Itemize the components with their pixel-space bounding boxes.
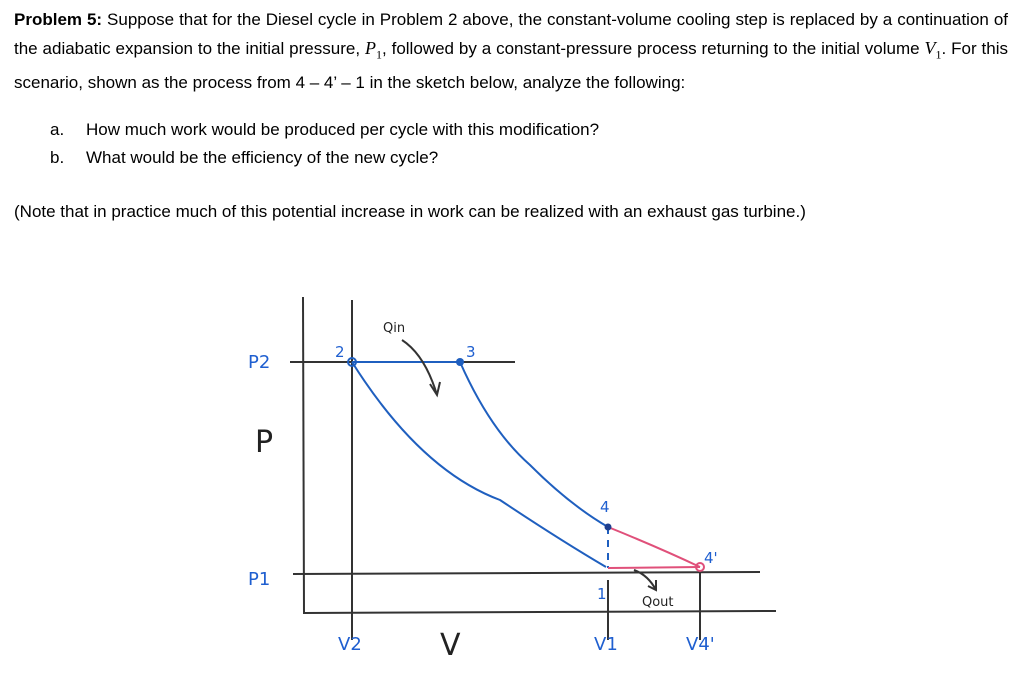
point-4p-label: 4': [704, 549, 718, 567]
point-2-marker: [347, 357, 357, 367]
v2-label: V2: [338, 634, 362, 655]
point-4-label: 4: [600, 498, 610, 516]
point-4-marker: [604, 523, 612, 531]
q-in-arrow-icon: [401, 339, 441, 398]
point-4p-marker: [695, 562, 705, 572]
q-out-label: Qout: [642, 595, 674, 610]
x-axis: [302, 610, 777, 614]
p1-symbol: P1: [364, 38, 382, 62]
note: (Note that in practice much of this pote…: [14, 202, 806, 221]
problem-statement: Problem 5: Suppose that for the Diesel c…: [14, 10, 1009, 93]
v4p-label: V4': [686, 634, 715, 655]
y-axis: [302, 296, 305, 614]
process-4p-1: [607, 566, 701, 569]
process-3-4: [459, 361, 609, 528]
point-3-label: 3: [466, 343, 476, 361]
p2-label: P2: [248, 352, 270, 373]
point-1-label: 1: [597, 585, 607, 603]
process-1-2: [351, 361, 607, 568]
question-b: b. What would be the efficiency of the ne…: [50, 148, 439, 168]
y-axis-label: P: [255, 425, 273, 460]
point-2-label: 2: [335, 343, 345, 361]
q-in-label: Qin: [383, 321, 405, 336]
question-list: a. How much work would be produced per cy…: [50, 116, 599, 173]
question-a: a. How much work would be produced per cy…: [50, 120, 600, 139]
p1-label: P1: [248, 569, 270, 590]
process-4-4p: [607, 526, 701, 568]
point-3-marker: [456, 358, 464, 366]
p1-line: [292, 571, 761, 575]
v1-symbol: V1: [924, 38, 942, 62]
x-axis-label: V: [440, 628, 461, 663]
q-out-arrow-icon: [633, 569, 657, 592]
v1-label: V1: [594, 634, 618, 655]
problem-label: Problem 5:: [14, 10, 103, 29]
